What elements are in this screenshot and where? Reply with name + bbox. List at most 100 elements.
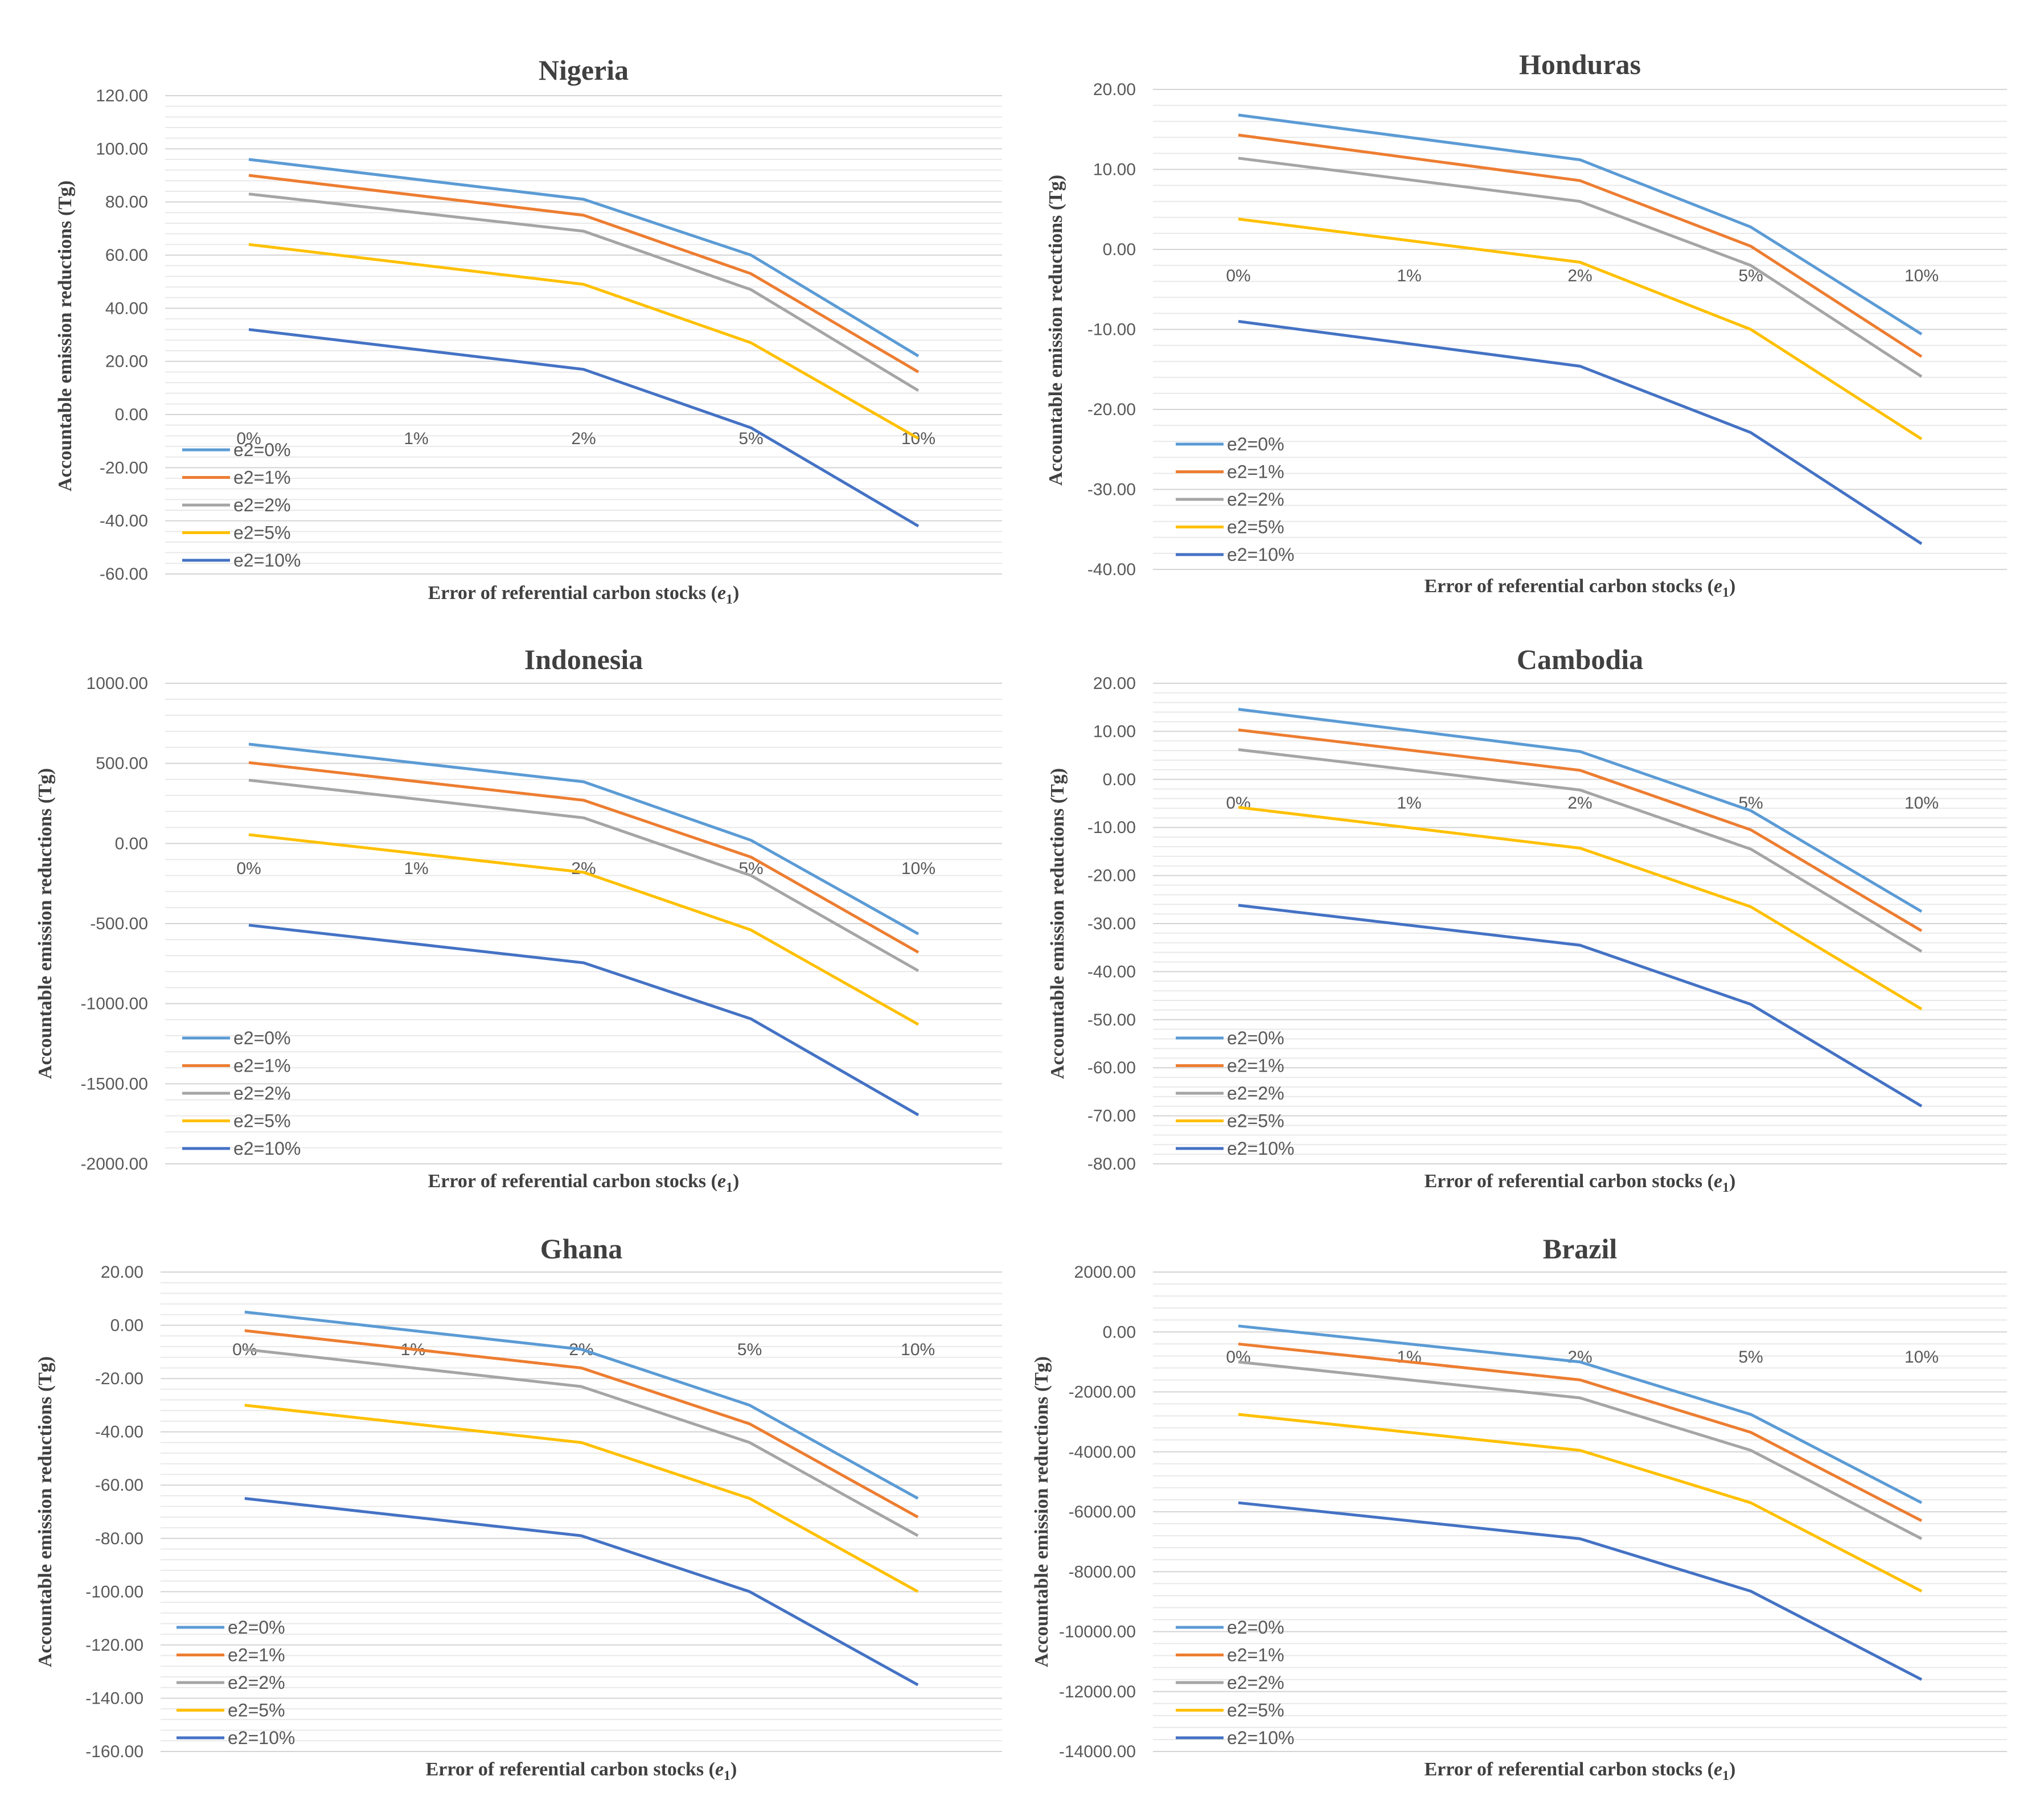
- y-tick-label: 0.00: [115, 834, 148, 853]
- legend-label: e2=10%: [1227, 1728, 1294, 1748]
- x-tick-label: 10%: [1905, 794, 1939, 813]
- y-axis-label: Accountable emission reductions (Tg): [35, 768, 56, 1079]
- legend-label: e2=2%: [228, 1672, 285, 1693]
- series-line-e2-2: [248, 192, 920, 392]
- legend-label: e2=1%: [1227, 462, 1284, 482]
- legend-label: e2=5%: [233, 523, 291, 543]
- y-tick-label: -1500.00: [81, 1074, 148, 1093]
- x-tick-label: 0%: [236, 429, 261, 448]
- legend: e2=0% e2=1% e2=2% e2=5% e2=10%: [182, 1028, 301, 1159]
- legend-label: e2=2%: [233, 1083, 291, 1103]
- gridlines: [1153, 89, 2007, 570]
- chart-cambodia: 20.00 10.00 0.00 -10.00 -20.00 -30.00 -40.00 -5…: [1022, 601, 2044, 1203]
- legend-label: e2=5%: [1227, 1700, 1284, 1721]
- y-tick-label: -60.00: [1087, 1059, 1136, 1077]
- series-line-e2-2: [1238, 748, 1923, 953]
- x-tick-label: 10%: [901, 1340, 935, 1359]
- legend-label: e2=10%: [233, 1138, 301, 1159]
- series-line-e2-1: [1238, 1342, 1923, 1523]
- x-tick-label: 0%: [236, 859, 261, 878]
- series-line-e2-2: [244, 1348, 919, 1537]
- y-axis-label: Accountable emission reductions (Tg): [55, 180, 76, 491]
- x-axis-label: Error of referential carbon stocks (e1): [1425, 1171, 1736, 1195]
- y-axis-label: Accountable emission reductions (Tg): [35, 1356, 56, 1667]
- series-line-e2-1: [1238, 728, 1923, 932]
- y-tick-label: 20.00: [1093, 674, 1136, 693]
- y-axis-label: Accountable emission reductions (Tg): [1031, 1356, 1052, 1667]
- legend-label: e2=1%: [233, 1056, 291, 1076]
- y-tick-label: -1000.00: [81, 995, 148, 1014]
- x-axis-label: Error of referential carbon stocks (e1): [428, 1171, 740, 1195]
- x-axis-label: Error of referential carbon stocks (e1): [1425, 1759, 1736, 1783]
- chart-title: Indonesia: [524, 643, 643, 675]
- legend-label: e2=1%: [233, 467, 291, 488]
- legend-label: e2=5%: [1227, 517, 1284, 538]
- legend-label: e2=5%: [228, 1700, 285, 1721]
- series-line-e2-0: [244, 1310, 919, 1500]
- y-tick-label: 20.00: [1093, 80, 1136, 99]
- series-line-e2-2: [248, 778, 920, 973]
- y-tick-label: -40.00: [1087, 560, 1136, 579]
- y-tick-label: 0.00: [110, 1316, 143, 1335]
- y-tick-label: -140.00: [85, 1689, 143, 1708]
- series-line-e2-5: [1238, 218, 1923, 441]
- x-tick-label: 5%: [1738, 266, 1763, 285]
- y-tick-label: -50.00: [1087, 1011, 1136, 1029]
- y-tick-label: -8000.00: [1069, 1562, 1136, 1581]
- gridlines: [1153, 683, 2007, 1164]
- x-tick-label: 10%: [1905, 1348, 1939, 1367]
- y-tick-label: 40.00: [105, 299, 148, 318]
- series-line-e2-0: [1238, 708, 1923, 913]
- y-tick-label: 0.00: [1103, 240, 1136, 259]
- legend-label: e2=1%: [1227, 1645, 1284, 1665]
- y-tick-label: -500.00: [90, 914, 148, 933]
- legend-label: e2=2%: [1227, 1083, 1284, 1103]
- legend-label: e2=10%: [228, 1728, 295, 1748]
- y-tick-label: -12000.00: [1059, 1683, 1136, 1701]
- legend: e2=0% e2=1% e2=2% e2=5% e2=10%: [182, 440, 301, 571]
- chart-title: Honduras: [1519, 48, 1641, 80]
- y-tick-label: -14000.00: [1059, 1742, 1136, 1761]
- chart-ghana: 20.00 0.00 -20.00 -40.00 -60.00 -80.00 -100.00…: [0, 1203, 1022, 1804]
- y-tick-label: 0.00: [1103, 770, 1136, 789]
- legend-label: e2=5%: [1227, 1111, 1284, 1131]
- y-tick-label: -2000.00: [1069, 1383, 1136, 1402]
- legend-label: e2=0%: [1227, 434, 1284, 454]
- x-tick-label: 10%: [901, 859, 935, 878]
- chart-nigeria: 120.00 100.00 80.00 60.00 40.00 20.00 0.00 -20.…: [0, 0, 1022, 607]
- legend-label: e2=10%: [233, 550, 301, 571]
- chart-brazil: 2000.00 0.00 -2000.00 -4000.00 -6000.00 -8000…: [1022, 1203, 2044, 1804]
- series-line-e2-1: [1238, 133, 1923, 358]
- y-tick-label: -2000.00: [81, 1155, 148, 1174]
- series-line-e2-10: [1238, 904, 1923, 1107]
- y-tick-label: 1000.00: [87, 674, 148, 693]
- legend: e2=0% e2=1% e2=2% e2=5% e2=10%: [177, 1617, 295, 1748]
- x-tick-label: 2%: [1567, 794, 1592, 813]
- legend-label: e2=1%: [228, 1645, 285, 1665]
- y-tick-label: 0.00: [1103, 1323, 1136, 1342]
- x-tick-label: 1%: [404, 859, 428, 878]
- legend-label: e2=0%: [1227, 1028, 1284, 1048]
- y-tick-label: -30.00: [1087, 481, 1136, 499]
- chart-indonesia-svg: 1000.00 500.00 0.00 -500.00 -1000.00 -1500.00…: [35, 643, 1002, 1195]
- y-tick-label: -160.00: [85, 1742, 143, 1761]
- y-tick-label: -40.00: [95, 1423, 143, 1442]
- y-tick-label: 120.00: [96, 87, 148, 105]
- y-tick-label: 500.00: [96, 754, 148, 773]
- series-line-e2-10: [1238, 1501, 1923, 1681]
- series-line-e2-2: [1238, 1360, 1923, 1540]
- y-tick-label: 10.00: [1093, 161, 1136, 179]
- series-line-e2-1: [248, 761, 920, 954]
- series-line-e2-5: [1238, 1413, 1923, 1593]
- legend-label: e2=10%: [1227, 544, 1294, 565]
- y-tick-label: -60.00: [100, 565, 148, 584]
- chart-indonesia: 1000.00 500.00 0.00 -500.00 -1000.00 -1500.00…: [0, 601, 1022, 1203]
- y-axis-label: Accountable emission reductions (Tg): [1045, 175, 1066, 486]
- series-line-e2-5: [1238, 806, 1923, 1011]
- x-axis-label: Error of referential carbon stocks (e1): [428, 582, 740, 607]
- series-line-e2-5: [248, 833, 920, 1026]
- x-tick-label: 1%: [404, 429, 428, 448]
- gridlines: [161, 1271, 1002, 1752]
- y-tick-label: -70.00: [1087, 1107, 1136, 1126]
- series-line-e2-5: [244, 1404, 919, 1593]
